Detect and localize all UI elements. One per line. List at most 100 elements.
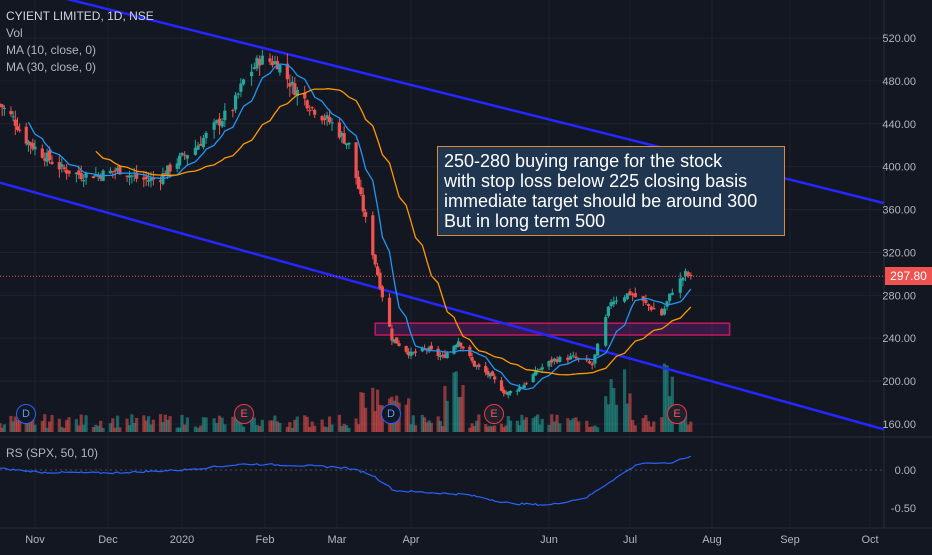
volume-bar xyxy=(456,397,461,432)
volume-bar xyxy=(436,416,440,432)
earnings-event-badge[interactable]: E xyxy=(667,404,687,424)
volume-bar xyxy=(285,426,289,432)
volume-bar xyxy=(255,424,259,432)
volume-bar xyxy=(40,420,44,432)
time-tick-label: Jun xyxy=(540,534,558,546)
volume-bar xyxy=(320,419,324,432)
candle xyxy=(293,77,297,96)
candle xyxy=(201,134,206,150)
candle-body xyxy=(303,92,307,99)
candle-body xyxy=(74,172,78,175)
candle-body xyxy=(392,339,396,343)
candle-body xyxy=(566,357,570,361)
candle xyxy=(183,151,187,160)
volume-bar xyxy=(18,414,22,432)
candle xyxy=(375,263,380,277)
volume-bar xyxy=(590,426,594,432)
candle-body xyxy=(9,111,13,115)
volume-bar xyxy=(506,416,510,432)
candle-body xyxy=(344,143,349,146)
candle xyxy=(649,305,653,312)
volume-bar xyxy=(74,419,78,432)
candle xyxy=(409,347,413,360)
volume-bar xyxy=(144,420,148,432)
candle-body xyxy=(538,369,542,371)
candle-body xyxy=(550,359,554,363)
rs-legend[interactable]: RS (SPX, 50, 10) xyxy=(6,446,99,460)
legend-ma30[interactable]: MA (30, close, 0) xyxy=(6,60,97,74)
candle-body xyxy=(18,129,22,131)
candle-body xyxy=(57,162,61,170)
candle-body xyxy=(340,132,344,137)
candle xyxy=(342,126,346,145)
volume-bar xyxy=(678,416,682,432)
candle-body xyxy=(204,132,208,139)
candle-body xyxy=(65,169,69,174)
legend-volume[interactable]: Vol xyxy=(6,26,23,40)
earnings-event-badge[interactable]: E xyxy=(484,404,504,424)
candle-body xyxy=(387,297,392,327)
volume-bar xyxy=(508,420,513,432)
symbol-title[interactable]: CYIENT LIMITED, 1D, NSE xyxy=(6,9,154,23)
candle xyxy=(628,288,632,296)
candle xyxy=(515,388,519,396)
candle-body xyxy=(354,142,358,178)
legend-ma10[interactable]: MA (10, close, 0) xyxy=(6,43,97,57)
earnings-event-badge[interactable]: E xyxy=(234,404,254,424)
candle xyxy=(668,293,672,305)
volume-bar xyxy=(231,416,235,432)
candle xyxy=(686,270,690,279)
candle xyxy=(199,136,203,146)
dividend-event-badge[interactable]: D xyxy=(381,404,401,424)
candle xyxy=(413,348,418,357)
candle xyxy=(2,105,6,116)
volume-bar xyxy=(585,420,589,432)
volume-bar xyxy=(520,414,524,432)
volume-bar xyxy=(278,422,282,432)
volume-bar xyxy=(0,423,2,432)
candle-body xyxy=(199,143,203,146)
volume-bar xyxy=(288,422,292,432)
volume-bar xyxy=(475,420,479,432)
volume-bar xyxy=(540,418,544,432)
candle xyxy=(499,377,504,392)
last-price-tag: 297.80 xyxy=(885,267,932,285)
candle xyxy=(146,172,151,187)
time-tick-label: Oct xyxy=(861,534,878,546)
candle xyxy=(477,362,481,370)
candle-body xyxy=(454,345,458,348)
candle-body xyxy=(325,115,329,119)
candle-body xyxy=(459,342,463,347)
volume-bar xyxy=(665,365,669,432)
volume-bar xyxy=(33,424,37,432)
candle xyxy=(0,102,2,107)
candle xyxy=(320,115,324,125)
candle xyxy=(337,118,341,140)
chart-legend: CYIENT LIMITED, 1D, NSE Vol MA (10, clos… xyxy=(6,8,154,76)
candle-body xyxy=(662,308,666,315)
candle-body xyxy=(149,177,153,181)
volume-bar xyxy=(574,417,578,432)
volume-bar xyxy=(686,424,690,432)
volume-bar xyxy=(48,421,52,432)
candle-body xyxy=(15,126,20,131)
candle xyxy=(488,372,492,380)
annotation-box[interactable]: 250-280 buying range for the stock with … xyxy=(437,146,785,236)
volume-bar xyxy=(652,421,656,432)
candle xyxy=(604,314,608,348)
candle xyxy=(273,55,277,65)
candle xyxy=(220,118,224,129)
candle xyxy=(215,119,219,125)
candle-body xyxy=(361,194,365,212)
dividend-event-badge[interactable]: D xyxy=(16,404,36,424)
candle-body xyxy=(29,142,33,146)
candle xyxy=(67,170,71,177)
candle xyxy=(250,63,254,86)
candle xyxy=(303,85,307,106)
annotation-line: But in long term 500 xyxy=(444,211,606,231)
candle xyxy=(427,345,431,354)
candle-body xyxy=(364,211,368,217)
volume-bar xyxy=(270,420,275,432)
volume-bar xyxy=(504,425,508,432)
volume-bar xyxy=(91,427,95,432)
